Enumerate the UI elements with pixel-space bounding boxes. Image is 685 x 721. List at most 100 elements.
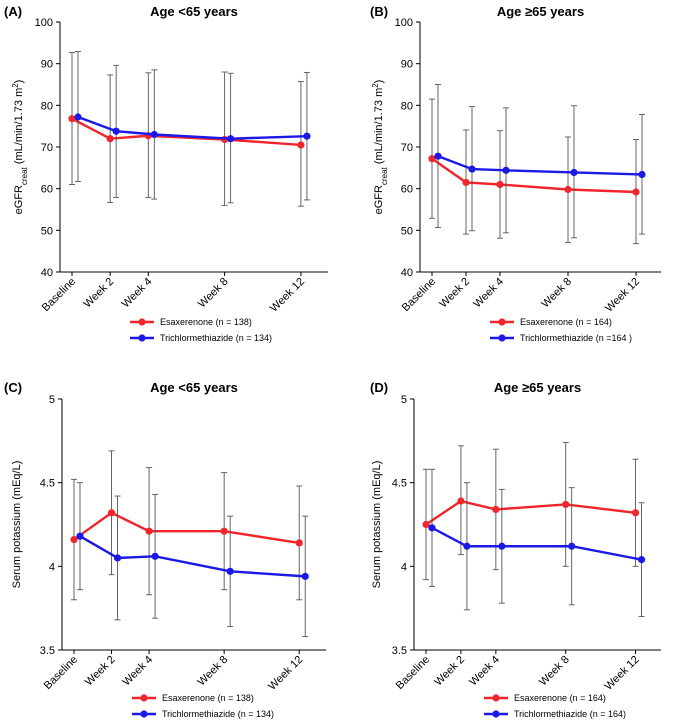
data-point <box>112 127 120 135</box>
data-point <box>422 520 430 529</box>
panel-label: (A) <box>4 4 22 19</box>
y-tick-label: 80 <box>401 100 413 112</box>
legend-marker <box>140 694 148 702</box>
series-line <box>437 155 643 176</box>
series-line <box>425 499 636 526</box>
data-point <box>113 554 122 562</box>
series-trichlormethiazide <box>428 468 646 617</box>
y-axis-label-end: ) <box>373 80 385 84</box>
data-point <box>468 165 476 173</box>
data-point <box>74 113 82 121</box>
x-tick-label: Week 2 <box>82 276 117 311</box>
y-tick-label: 4.5 <box>40 478 55 490</box>
data-point <box>632 188 640 196</box>
y-tick-label: 100 <box>395 17 413 29</box>
x-tick-label: Week 4 <box>120 654 155 689</box>
legend-series-name: Esaxerenone <box>520 317 573 327</box>
data-point <box>220 527 228 535</box>
y-axis-label-rest: (mL/min/1.73 m <box>373 88 385 167</box>
y-tick-label: 70 <box>41 142 53 154</box>
series-line <box>79 535 306 578</box>
x-tick-label: Week 12 <box>268 276 307 315</box>
legend-n: (n = 134) <box>238 709 274 719</box>
panel-label: (D) <box>370 380 388 395</box>
series-esaxerenone <box>428 98 640 245</box>
series-line <box>71 117 302 147</box>
y-axis-label-main: eGFR <box>373 185 385 214</box>
x-tick-label: Week 12 <box>603 654 642 693</box>
y-axis-label: eGFRcreat (mL/min/1.73 m2) <box>371 80 389 215</box>
legend-label: Esaxerenone (n = 164) <box>514 693 606 703</box>
panel-title: Age ≥65 years <box>494 380 581 395</box>
data-point <box>106 135 114 143</box>
data-point <box>457 497 465 505</box>
data-point <box>568 542 576 550</box>
y-tick-label: 50 <box>401 225 413 237</box>
data-point <box>496 180 504 189</box>
y-tick-label: 90 <box>401 59 413 71</box>
data-point <box>301 572 309 580</box>
legend-n: (n = 164) <box>570 693 606 703</box>
y-axis-label: Serum potassium (mEq/L) <box>11 461 23 589</box>
legend-n: (n = 134) <box>236 333 272 343</box>
data-point <box>428 155 436 163</box>
data-point <box>68 115 76 123</box>
data-point <box>463 542 471 550</box>
legend-series-name: Trichlormethiazide <box>162 709 235 719</box>
y-tick-label: 60 <box>41 184 53 196</box>
series-trichlormethiazide <box>74 51 311 204</box>
y-tick-label: 4.5 <box>392 478 407 490</box>
y-axis-label-main: Serum potassium (mEq/L) <box>11 461 23 589</box>
x-tick-label: Week 2 <box>437 276 472 311</box>
legend-label: Trichlormethiazide (n = 134) <box>162 709 274 719</box>
legend-label: Trichlormethiazide (n =164 ) <box>520 333 632 343</box>
legend-label: Esaxerenone (n = 164) <box>520 317 612 327</box>
legend-n: (n =164 ) <box>596 333 632 343</box>
x-tick-label: Week 8 <box>196 654 231 689</box>
panel-label: (B) <box>370 4 388 19</box>
data-point <box>145 527 153 535</box>
data-point <box>295 539 303 547</box>
legend-label: Trichlormethiazide (n = 164) <box>514 709 626 719</box>
data-point <box>70 535 78 544</box>
y-axis-label-sup: 2 <box>371 83 380 88</box>
data-point <box>76 532 84 540</box>
y-tick-label: 50 <box>41 225 53 237</box>
legend-n: (n = 138) <box>218 693 254 703</box>
x-tick-label: Week 8 <box>539 276 574 311</box>
panel-title: Age ≥65 years <box>497 4 584 19</box>
legend-marker <box>498 318 506 326</box>
x-tick-label: Week 12 <box>603 276 642 315</box>
data-point <box>107 509 116 517</box>
series-esaxerenone <box>422 442 640 581</box>
data-point <box>297 141 305 149</box>
x-tick-label: Baseline <box>400 276 438 314</box>
series-trichlormethiazide <box>434 84 646 239</box>
y-tick-label: 80 <box>41 100 53 112</box>
data-point <box>227 135 235 143</box>
data-point <box>434 152 442 160</box>
x-tick-label: Week 4 <box>120 276 155 311</box>
x-tick-label: Baseline <box>40 276 78 314</box>
legend-n: (n = 164) <box>590 709 626 719</box>
legend-label: Esaxerenone (n = 138) <box>160 317 252 327</box>
y-tick-label: 100 <box>35 17 53 29</box>
y-tick-label: 60 <box>401 184 413 196</box>
series-esaxerenone <box>70 450 303 601</box>
series-esaxerenone <box>68 51 305 207</box>
legend-marker <box>498 334 506 342</box>
x-tick-label: Week 2 <box>83 654 118 689</box>
legend-marker <box>492 694 500 702</box>
data-point <box>562 500 570 509</box>
legend-marker <box>140 710 148 718</box>
legend-series-name: Trichlormethiazide <box>520 333 593 343</box>
y-tick-label: 5 <box>401 394 407 406</box>
y-axis-label-rest: (mL/min/1.73 m <box>13 88 25 167</box>
data-point <box>492 505 500 514</box>
y-tick-label: 40 <box>41 267 53 279</box>
y-axis-label: Serum potassium (mEq/L) <box>371 461 383 589</box>
series-trichlormethiazide <box>76 482 309 638</box>
